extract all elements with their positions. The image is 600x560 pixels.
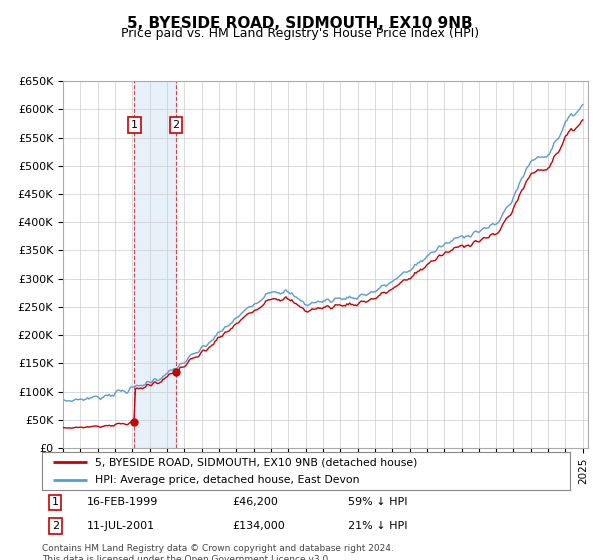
Text: 59% ↓ HPI: 59% ↓ HPI xyxy=(348,497,408,507)
Text: 1: 1 xyxy=(131,120,138,130)
Text: 16-FEB-1999: 16-FEB-1999 xyxy=(87,497,158,507)
Text: 2: 2 xyxy=(173,120,180,130)
Text: £134,000: £134,000 xyxy=(232,521,285,531)
Bar xyxy=(134,81,176,448)
Text: Contains HM Land Registry data © Crown copyright and database right 2024.
This d: Contains HM Land Registry data © Crown c… xyxy=(42,544,394,560)
Text: £46,200: £46,200 xyxy=(232,497,278,507)
Text: 21% ↓ HPI: 21% ↓ HPI xyxy=(348,521,408,531)
Text: 5, BYESIDE ROAD, SIDMOUTH, EX10 9NB (detached house): 5, BYESIDE ROAD, SIDMOUTH, EX10 9NB (det… xyxy=(95,457,417,467)
Text: 1: 1 xyxy=(52,497,59,507)
Text: HPI: Average price, detached house, East Devon: HPI: Average price, detached house, East… xyxy=(95,475,359,485)
Text: 11-JUL-2001: 11-JUL-2001 xyxy=(87,521,155,531)
Text: 5, BYESIDE ROAD, SIDMOUTH, EX10 9NB: 5, BYESIDE ROAD, SIDMOUTH, EX10 9NB xyxy=(127,16,473,31)
Text: 2: 2 xyxy=(52,521,59,531)
Text: Price paid vs. HM Land Registry's House Price Index (HPI): Price paid vs. HM Land Registry's House … xyxy=(121,27,479,40)
